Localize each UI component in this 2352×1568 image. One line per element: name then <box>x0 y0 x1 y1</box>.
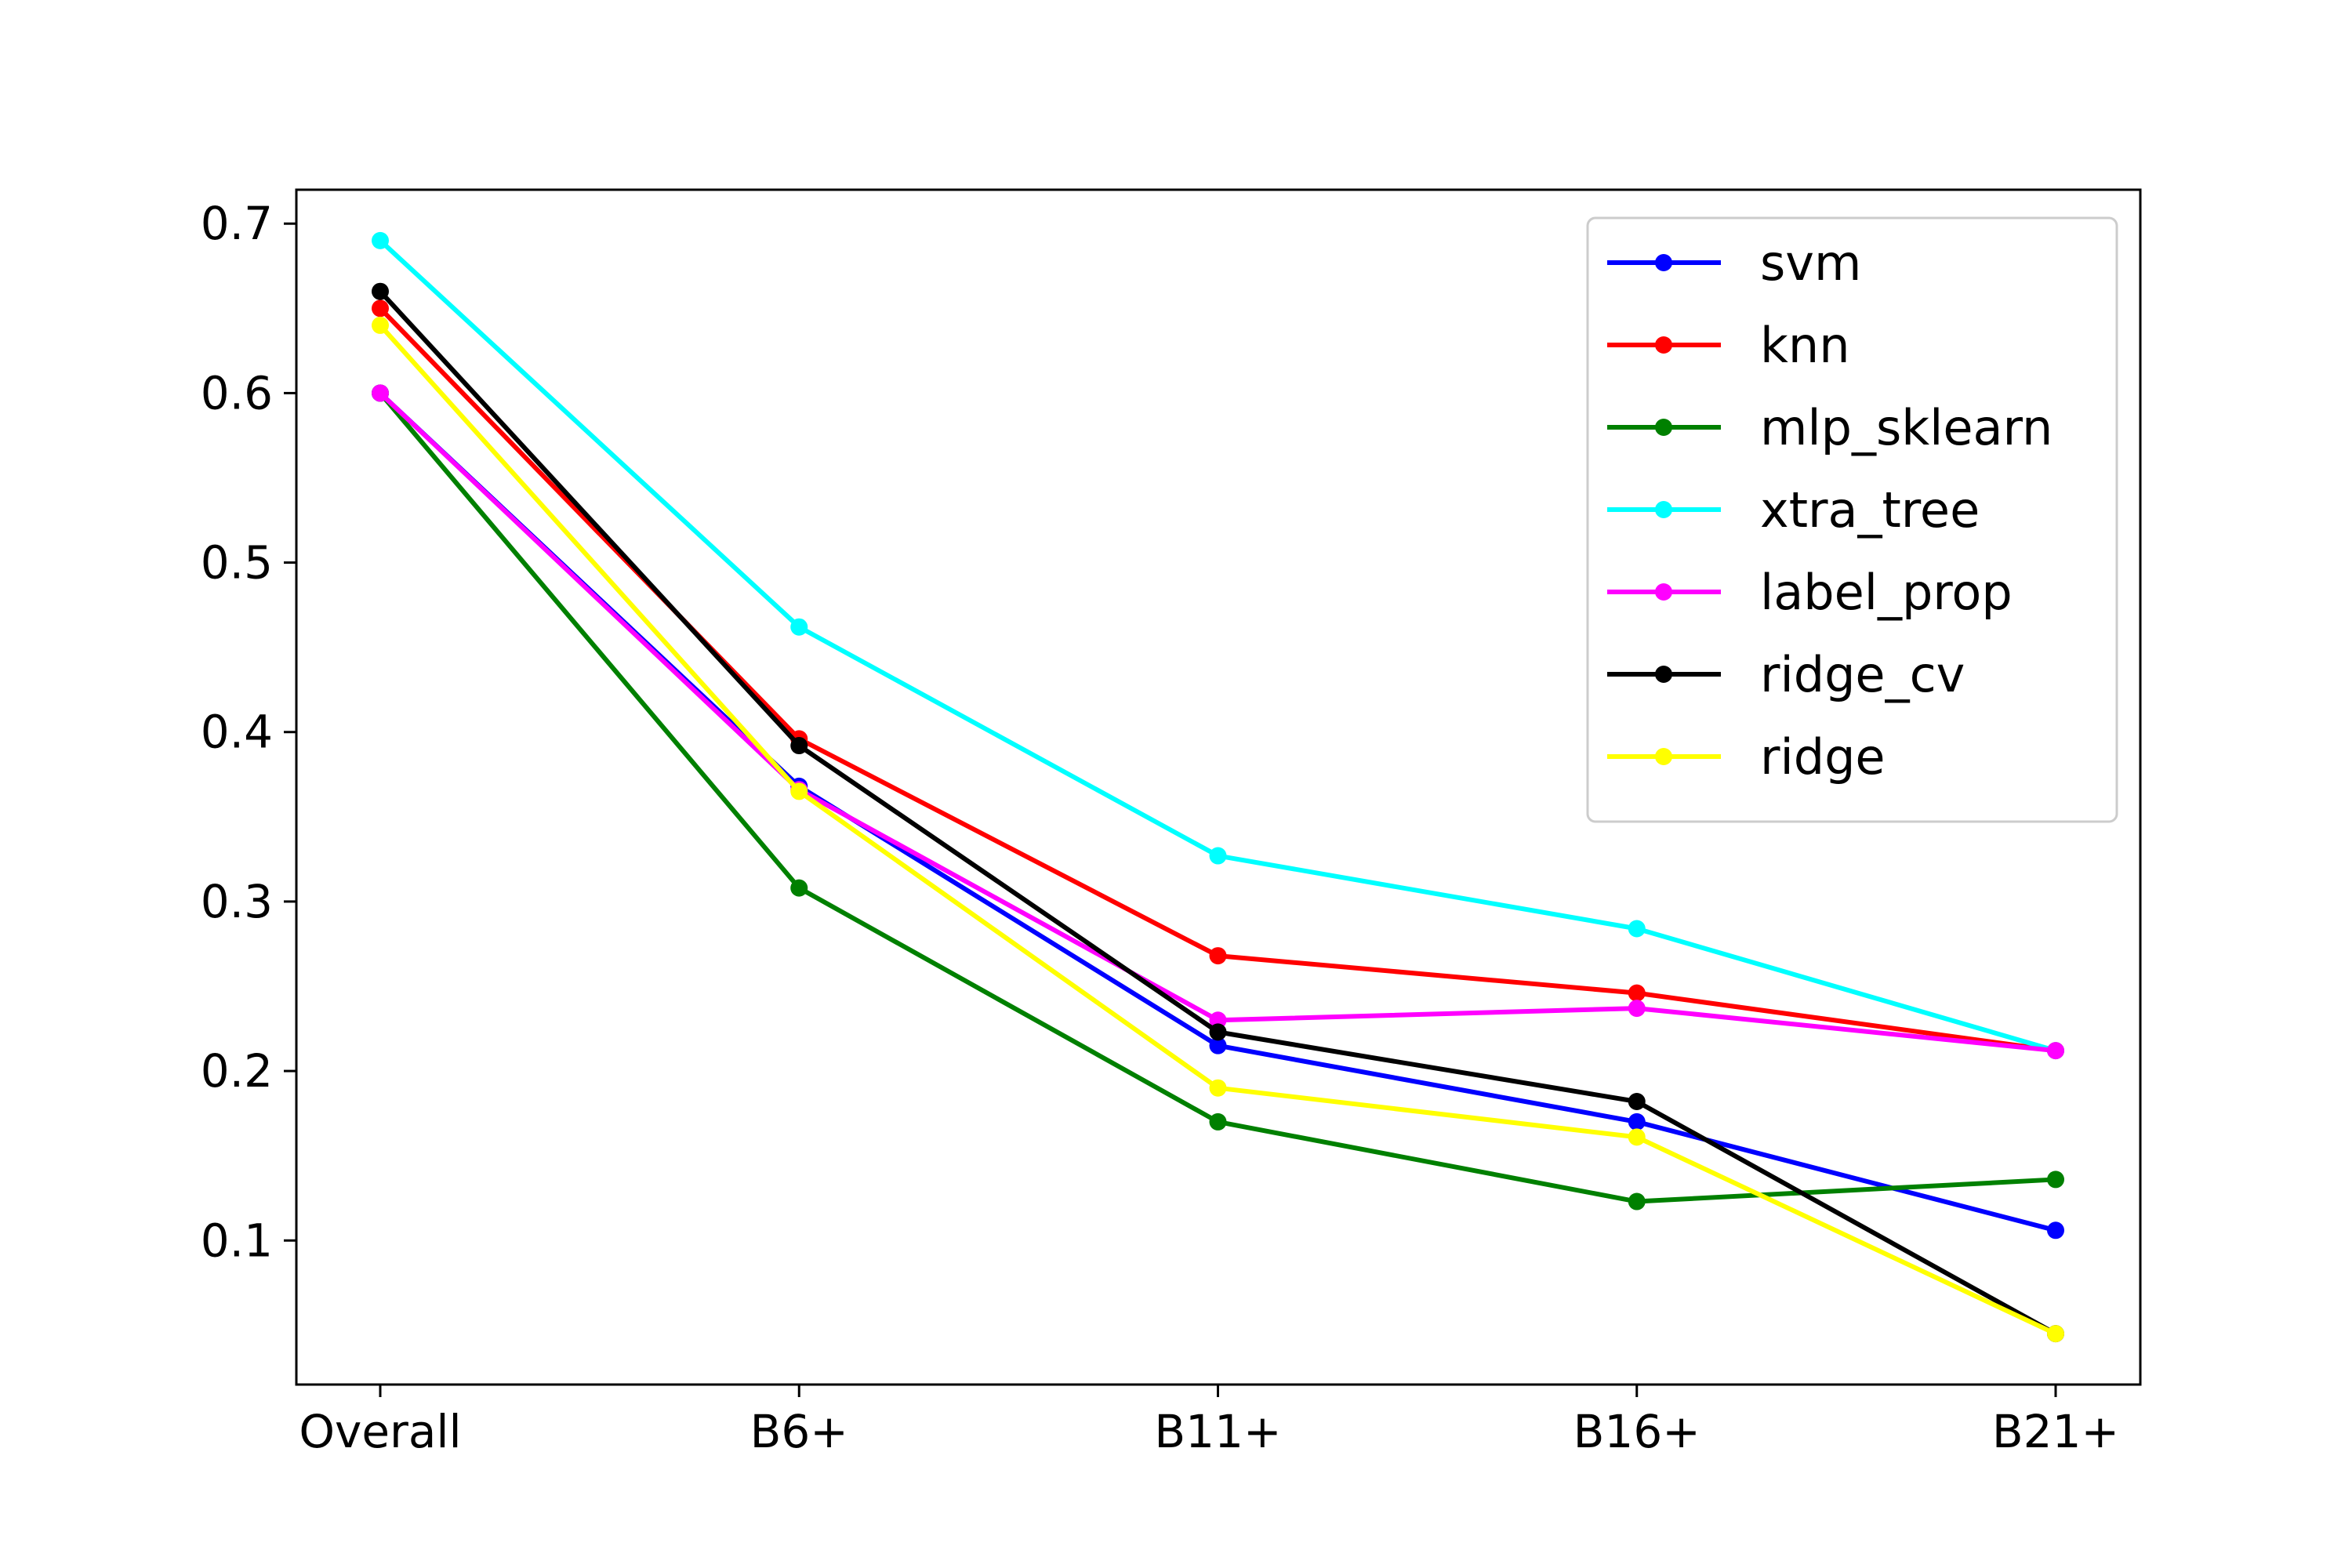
legend-frame <box>1586 216 2118 823</box>
data-point-ridge-3 <box>1628 1128 1646 1146</box>
data-point-label_prop-0 <box>372 384 389 402</box>
x-tick-label: B6+ <box>750 1405 848 1458</box>
legend-swatch-marker <box>1655 419 1672 436</box>
legend-swatch-marker <box>1655 336 1672 354</box>
data-point-xtra_tree-3 <box>1628 920 1646 938</box>
legend-label: label_prop <box>1760 564 2013 621</box>
data-point-knn-0 <box>372 299 389 318</box>
legend-label: svm <box>1760 234 1861 292</box>
series-ridge <box>372 316 2064 1343</box>
legend-item-xtra_tree: xtra_tree <box>1607 481 1980 539</box>
y-tick-label: 0.6 <box>201 366 273 419</box>
legend-item-mlp_sklearn: mlp_sklearn <box>1607 399 2053 456</box>
x-tick-label: Overall <box>299 1405 461 1458</box>
data-point-knn-3 <box>1628 984 1646 1002</box>
legend-swatch-marker <box>1655 583 1672 601</box>
data-point-ridge-4 <box>2047 1325 2064 1343</box>
data-point-label_prop-4 <box>2047 1042 2064 1060</box>
data-point-mlp_sklearn-4 <box>2047 1171 2064 1189</box>
data-point-xtra_tree-1 <box>790 618 808 636</box>
y-tick-label: 0.1 <box>201 1214 273 1267</box>
series-layer <box>372 231 2064 1343</box>
legend-label: ridge_cv <box>1760 646 1965 703</box>
axes-layer: Overall B6+ B11+ B16+ B21+ 0.1 0.2 0.3 0.4 0.5 0.6… <box>201 197 2119 1458</box>
y-tick-label: 0.5 <box>201 536 273 590</box>
legend-item-label_prop: label_prop <box>1607 564 2013 621</box>
data-point-mlp_sklearn-2 <box>1209 1112 1227 1131</box>
y-tick-label: 0.7 <box>201 197 273 250</box>
y-tick-label: 0.4 <box>201 706 273 759</box>
legend-swatch-marker <box>1655 666 1672 683</box>
data-point-ridge_cv-2 <box>1209 1023 1227 1041</box>
data-point-knn-2 <box>1209 947 1227 965</box>
data-point-ridge_cv-3 <box>1628 1092 1646 1110</box>
legend-item-ridge_cv: ridge_cv <box>1607 646 1965 703</box>
data-point-mlp_sklearn-1 <box>790 879 808 897</box>
x-tick-label: B16+ <box>1573 1405 1700 1458</box>
legend-label: mlp_sklearn <box>1760 399 2053 456</box>
legend-item-knn: knn <box>1607 317 1850 374</box>
x-tick-label: B21+ <box>1992 1405 2119 1458</box>
data-point-ridge-0 <box>372 316 389 334</box>
legend: svm knn mlp_sklearn xtra_tree label_propridg… <box>1586 216 2118 823</box>
legend-swatch-marker <box>1655 501 1672 518</box>
data-point-svm-4 <box>2047 1221 2064 1240</box>
y-tick-label: 0.2 <box>201 1044 273 1098</box>
x-tick-label: B11+ <box>1154 1405 1281 1458</box>
legend-swatch-marker <box>1655 254 1672 271</box>
data-point-xtra_tree-0 <box>372 231 389 249</box>
legend-label: xtra_tree <box>1760 481 1980 539</box>
data-point-svm-3 <box>1628 1112 1646 1131</box>
data-point-ridge_cv-1 <box>790 737 808 755</box>
data-point-ridge-1 <box>790 782 808 800</box>
y-tick-label: 0.3 <box>201 875 273 928</box>
legend-swatch-marker <box>1655 748 1672 765</box>
legend-label: knn <box>1760 317 1850 374</box>
data-point-label_prop-2 <box>1209 1011 1227 1029</box>
data-point-mlp_sklearn-3 <box>1628 1192 1646 1210</box>
data-point-label_prop-3 <box>1628 1000 1646 1018</box>
data-point-ridge_cv-0 <box>372 282 389 300</box>
legend-item-ridge: ridge <box>1607 728 1886 786</box>
legend-item-svm: svm <box>1607 234 1861 292</box>
data-point-svm-2 <box>1209 1036 1227 1054</box>
data-point-xtra_tree-2 <box>1209 847 1227 865</box>
data-point-ridge-2 <box>1209 1079 1227 1097</box>
legend-label: ridge <box>1760 728 1886 786</box>
